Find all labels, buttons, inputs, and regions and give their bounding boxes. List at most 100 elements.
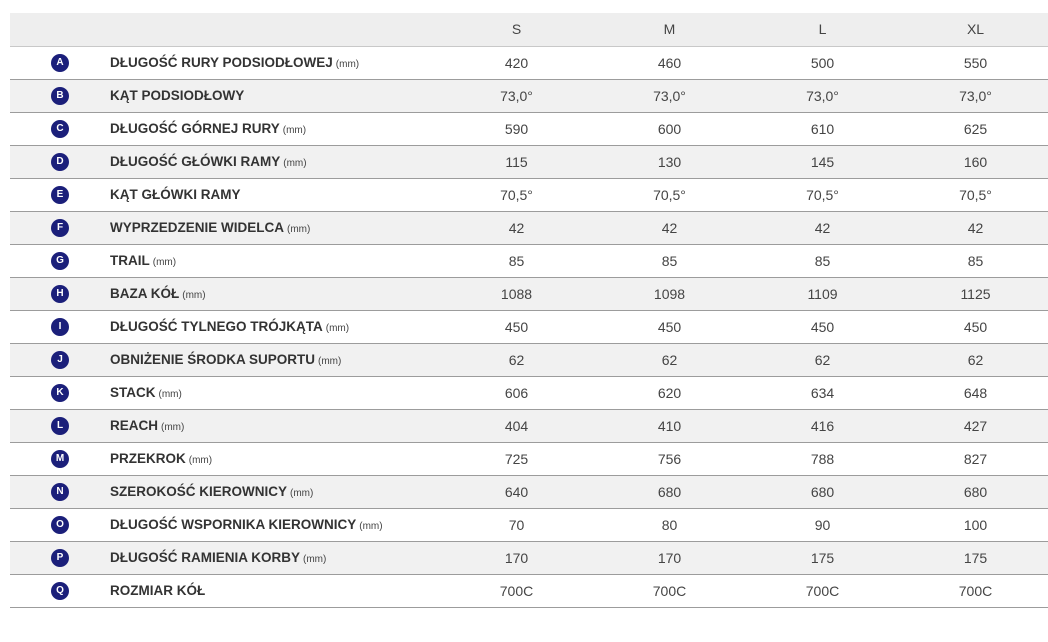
- value-cell-m: 62: [661, 351, 678, 368]
- row-badge-cell: A: [10, 46, 110, 79]
- table-row: A DŁUGOŚĆ RURY PODSIODŁOWEJ (mm) 420 460 500 5…: [10, 46, 1048, 79]
- value-cell-xl: 700C: [958, 582, 993, 599]
- row-unit: (mm): [161, 422, 185, 433]
- row-letter-badge: C: [51, 119, 69, 138]
- value-cell-xl: 160: [963, 153, 988, 170]
- row-label: DŁUGOŚĆ GÓRNEJ RURY: [110, 121, 280, 136]
- value-cell-s: 1088: [500, 285, 533, 302]
- row-letter-badge: H: [51, 284, 69, 303]
- value-cell-l: 634: [810, 384, 835, 401]
- header-size-xl: XL: [899, 13, 1048, 47]
- value-cell-l: 145: [810, 153, 835, 170]
- value-cell-s: 725: [504, 450, 529, 467]
- value-cell-xl: 70,5°: [959, 186, 992, 203]
- value-cell-xl: 648: [963, 384, 988, 401]
- value-cell-s: 70,5°: [500, 186, 533, 203]
- row-label-cell: DŁUGOŚĆ RAMIENIA KORBY (mm): [110, 541, 440, 574]
- value-cell-l: 416: [810, 417, 835, 434]
- value-cell-l: 70,5°: [806, 186, 839, 203]
- row-badge-cell: K: [10, 376, 110, 409]
- row-unit: (mm): [325, 323, 350, 334]
- row-badge-cell: I: [10, 310, 110, 343]
- table-row: C DŁUGOŚĆ GÓRNEJ RURY (mm) 590 600 610 625: [10, 112, 1048, 145]
- value-cell-xl: 73,0°: [959, 87, 992, 104]
- table-row: F WYPRZEDZENIE WIDELCA (mm) 42 42 42 42: [10, 211, 1048, 244]
- value-cell-s: 404: [504, 417, 529, 434]
- row-badge-cell: P: [10, 541, 110, 574]
- header-badge-col: [10, 13, 110, 47]
- row-letter-badge: N: [51, 482, 69, 501]
- header-row: S M L XL: [10, 13, 1048, 47]
- value-cell-m: 620: [657, 384, 682, 401]
- row-badge-cell: E: [10, 178, 110, 211]
- row-unit: (mm): [335, 59, 360, 70]
- value-cell-xl: 85: [967, 252, 984, 269]
- row-letter-badge: D: [51, 152, 69, 171]
- table-row: K STACK (mm) 606 620 634 648: [10, 376, 1048, 409]
- value-cell-xl: 62: [967, 351, 984, 368]
- row-label-cell: DŁUGOŚĆ WSPORNIKA KIEROWNICY (mm): [110, 508, 440, 541]
- value-cell-m: 450: [657, 318, 682, 335]
- table-row: H BAZA KÓŁ (mm) 1088 1098 1109 1125: [10, 277, 1048, 310]
- value-cell-s: 606: [504, 384, 529, 401]
- table-row: E KĄT GŁÓWKI RAMY 70,5° 70,5° 70,5° 70,5°: [10, 178, 1048, 211]
- row-badge-cell: G: [10, 244, 110, 277]
- value-cell-s: 70: [508, 516, 525, 533]
- value-cell-xl: 175: [963, 549, 988, 566]
- row-letter-badge: K: [51, 383, 69, 402]
- row-label-cell: OBNIŻENIE ŚRODKA SUPORTU (mm): [110, 343, 440, 376]
- value-cell-s: 590: [504, 120, 529, 137]
- value-cell-m: 600: [657, 120, 682, 137]
- table-row: J OBNIŻENIE ŚRODKA SUPORTU (mm) 62 62 62 62: [10, 343, 1048, 376]
- value-cell-m: 700C: [652, 582, 687, 599]
- geometry-table-container: S M L XL A DŁUGOŚĆ RURY PODSIODŁOWEJ (mm) 4…: [10, 13, 1048, 608]
- header-label-col: [110, 13, 440, 47]
- row-label-cell: REACH (mm): [110, 409, 440, 442]
- row-unit: (mm): [303, 554, 327, 565]
- table-row: O DŁUGOŚĆ WSPORNIKA KIEROWNICY (mm) 70 80 90 1…: [10, 508, 1048, 541]
- value-cell-m: 410: [657, 417, 682, 434]
- value-cell-s: 640: [504, 483, 529, 500]
- row-label-cell: PRZEKROK (mm): [110, 442, 440, 475]
- value-cell-xl: 450: [963, 318, 988, 335]
- row-label-cell: DŁUGOŚĆ RURY PODSIODŁOWEJ (mm): [110, 46, 440, 79]
- row-unit: (mm): [182, 290, 206, 301]
- row-label: ROZMIAR KÓŁ: [110, 583, 206, 598]
- row-unit: (mm): [282, 125, 307, 136]
- row-label-cell: BAZA KÓŁ (mm): [110, 277, 440, 310]
- value-cell-l: 1109: [807, 285, 838, 302]
- value-cell-xl: 1125: [960, 285, 991, 302]
- row-badge-cell: L: [10, 409, 110, 442]
- row-label-cell: DŁUGOŚĆ GÓRNEJ RURY (mm): [110, 112, 440, 145]
- value-cell-l: 680: [810, 483, 835, 500]
- row-label: TRAIL: [110, 253, 150, 268]
- table-row: L REACH (mm) 404 410 416 427: [10, 409, 1048, 442]
- value-cell-s: 115: [505, 153, 528, 170]
- row-label: REACH: [110, 418, 159, 433]
- value-cell-m: 756: [657, 450, 682, 467]
- row-letter-badge: M: [51, 449, 69, 468]
- table-row: N SZEROKOŚĆ KIEROWNICY (mm) 640 680 680 680: [10, 475, 1048, 508]
- row-label-cell: STACK (mm): [110, 376, 440, 409]
- value-cell-l: 90: [814, 516, 831, 533]
- row-letter-badge: P: [51, 548, 69, 567]
- row-badge-cell: B: [10, 79, 110, 112]
- value-cell-s: 85: [508, 252, 525, 269]
- row-label-cell: SZEROKOŚĆ KIEROWNICY (mm): [110, 475, 440, 508]
- row-label: PRZEKROK: [110, 451, 186, 466]
- row-letter-badge: G: [51, 251, 69, 270]
- value-cell-m: 85: [661, 252, 678, 269]
- row-unit: (mm): [318, 356, 342, 367]
- value-cell-xl: 100: [963, 516, 988, 533]
- value-cell-m: 73,0°: [653, 87, 686, 104]
- value-cell-xl: 827: [963, 450, 988, 467]
- row-badge-cell: F: [10, 211, 110, 244]
- value-cell-s: 170: [504, 549, 529, 566]
- row-badge-cell: N: [10, 475, 110, 508]
- value-cell-l: 85: [814, 252, 831, 269]
- value-cell-l: 450: [810, 318, 835, 335]
- row-badge-cell: O: [10, 508, 110, 541]
- value-cell-s: 73,0°: [500, 87, 533, 104]
- row-unit: (mm): [290, 488, 314, 499]
- header-size-m: M: [593, 13, 746, 47]
